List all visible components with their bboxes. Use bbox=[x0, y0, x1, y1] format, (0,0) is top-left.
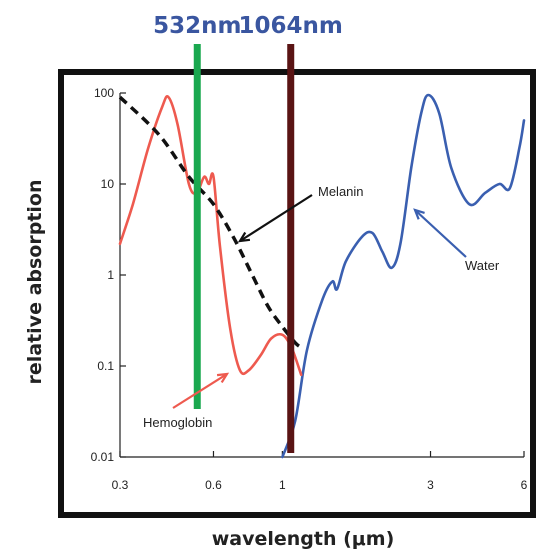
plot-frame bbox=[58, 69, 536, 518]
marker-1064nm-label: 1064nm bbox=[239, 13, 343, 39]
x-axis-title: wavelength (μm) bbox=[212, 528, 395, 550]
series-hemoglobin-line bbox=[118, 95, 303, 377]
annotation-melanin-label: Melanin bbox=[318, 184, 364, 199]
annotation-melanin-arrow bbox=[239, 194, 313, 242]
annotation-hemoglobin-label: Hemoglobin bbox=[143, 415, 212, 430]
marker-532nm-label: 532nm bbox=[153, 13, 241, 39]
annotation-hemoglobin-arrow bbox=[172, 373, 228, 409]
x-tick-label: 0.3 bbox=[112, 478, 129, 492]
annotation-water-arrow bbox=[414, 209, 467, 258]
annotation-hemoglobin-arrowhead bbox=[216, 372, 230, 384]
annotation-water-label: Water bbox=[465, 258, 500, 273]
y-tick-label: 100 bbox=[94, 86, 114, 100]
y-tick-label: 10 bbox=[101, 177, 115, 191]
y-tick-label: 0.01 bbox=[91, 450, 115, 464]
series-water-line bbox=[281, 93, 526, 459]
x-tick-label: 3 bbox=[427, 478, 434, 492]
series-melanin-line bbox=[118, 95, 303, 349]
y-tick-label: 0.1 bbox=[97, 359, 114, 373]
y-tick-label: 1 bbox=[107, 268, 114, 282]
y-axis-title: relative absorption bbox=[24, 179, 46, 384]
x-tick-label: 6 bbox=[521, 478, 528, 492]
x-tick-label: 0.6 bbox=[205, 478, 222, 492]
annotation-melanin-arrowhead bbox=[237, 231, 251, 243]
x-tick-label: 1 bbox=[279, 478, 286, 492]
annotation-water-arrowhead bbox=[413, 208, 425, 220]
